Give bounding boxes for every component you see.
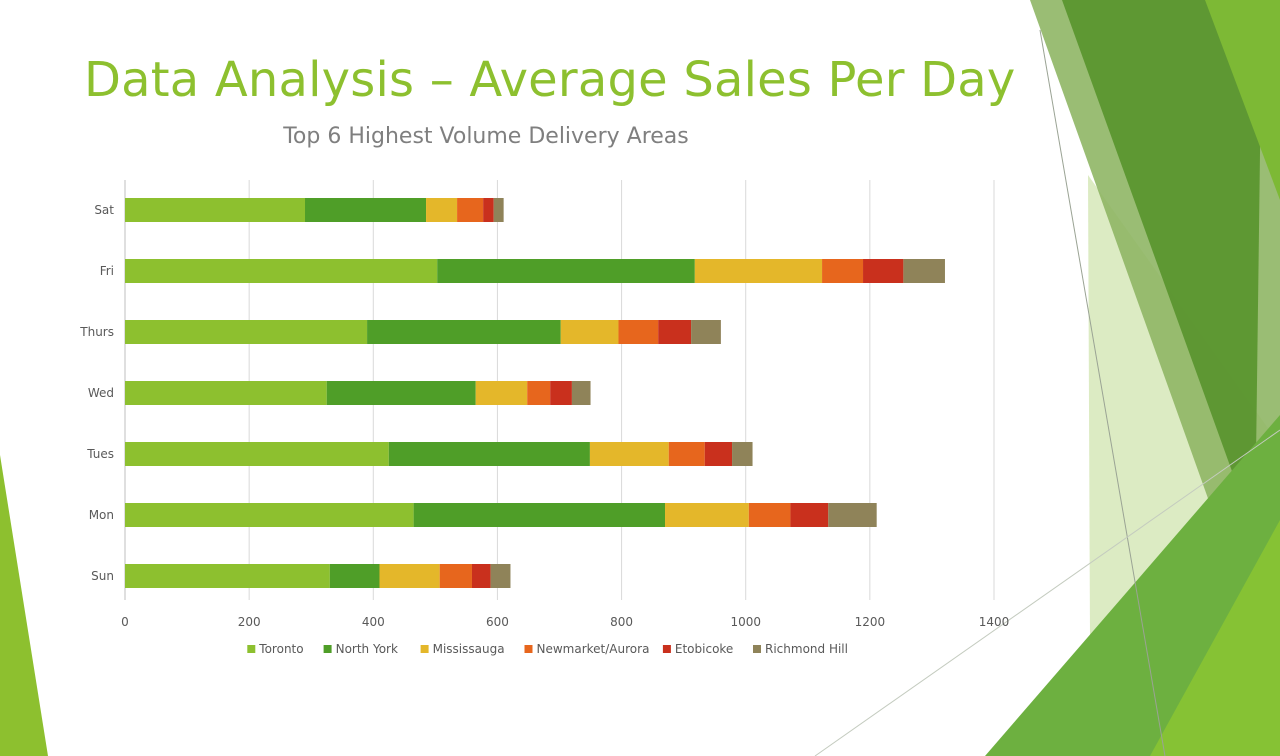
bar-segment-north-york	[388, 442, 590, 466]
legend-item-etobicoke: Etobicoke	[662, 642, 733, 656]
bar-segment-etobicoke	[471, 564, 491, 588]
bar-segment-mississauga	[560, 320, 619, 344]
bar-segment-richmond-hill	[493, 198, 504, 222]
bar-segment-mississauga	[665, 503, 749, 527]
bar-segment-newmarket-aurora	[527, 381, 551, 405]
bar-segment-north-york	[437, 259, 695, 283]
legend-swatch	[753, 645, 761, 653]
bars	[125, 198, 945, 588]
bar-segment-etobicoke	[863, 259, 904, 283]
bar-segment-toronto	[125, 564, 330, 588]
bar-segment-toronto	[125, 442, 389, 466]
bar-segment-etobicoke	[704, 442, 733, 466]
category-labels: Sat Fri Thurs Wed Tues Mon Sun	[79, 203, 114, 583]
bar-segment-toronto	[125, 198, 306, 222]
legend-label: Mississauga	[433, 642, 505, 656]
legend-item-toronto: Toronto	[247, 642, 304, 656]
bar-segment-toronto	[125, 320, 368, 344]
bar-segment-richmond-hill	[490, 564, 511, 588]
bar-segment-north-york	[329, 564, 380, 588]
category-label: Mon	[89, 508, 114, 522]
legend-swatch	[420, 645, 429, 653]
bar-segment-etobicoke	[483, 198, 494, 222]
bar-segment-mississauga	[589, 442, 669, 466]
legend: Toronto North York Mississauga Newmarket/Au…	[247, 642, 848, 656]
legend-label: Etobicoke	[675, 642, 733, 656]
bar-segment-newmarket-aurora	[618, 320, 659, 344]
bar-segment-north-york	[413, 503, 666, 527]
category-label: Sun	[91, 569, 114, 583]
x-tick-label: 400	[362, 615, 385, 629]
x-tick-label: 600	[486, 615, 509, 629]
x-tick-label: 1200	[855, 615, 886, 629]
bar-segment-newmarket-aurora	[439, 564, 472, 588]
bar-segment-richmond-hill	[691, 320, 721, 344]
legend-label: Richmond Hill	[765, 642, 848, 656]
bar-segment-north-york	[326, 381, 476, 405]
legend-label: North York	[336, 642, 398, 656]
legend-item-north-york: North York	[323, 642, 398, 656]
bar-segment-mississauga	[694, 259, 823, 283]
x-tick-label: 0	[121, 615, 129, 629]
bar-segment-toronto	[125, 259, 438, 283]
bar-segment-richmond-hill	[571, 381, 591, 405]
category-label: Sat	[94, 203, 114, 217]
x-tick-label: 200	[238, 615, 261, 629]
bar-segment-toronto	[125, 503, 414, 527]
bar-segment-etobicoke	[658, 320, 692, 344]
legend-swatch	[662, 645, 671, 653]
chart-title: Top 6 Highest Volume Delivery Areas	[282, 124, 689, 149]
bar-segment-richmond-hill	[732, 442, 753, 466]
legend-swatch	[524, 645, 533, 653]
category-label: Wed	[88, 386, 114, 400]
x-tick-label: 1400	[979, 615, 1010, 629]
category-label: Tues	[86, 447, 114, 461]
bar-segment-mississauga	[379, 564, 440, 588]
legend-label: Toronto	[258, 642, 303, 656]
bar-segment-newmarket-aurora	[668, 442, 705, 466]
bar-segment-north-york	[305, 198, 427, 222]
bar-segment-newmarket-aurora	[457, 198, 484, 222]
x-tick-label: 800	[610, 615, 633, 629]
legend-swatch	[247, 645, 256, 653]
slide-title: Data Analysis – Average Sales Per Day	[84, 52, 1016, 108]
bar-segment-richmond-hill	[903, 259, 945, 283]
bar-segment-toronto	[125, 381, 327, 405]
bar-segment-mississauga	[426, 198, 458, 222]
legend-swatch	[323, 645, 332, 653]
category-label: Fri	[100, 264, 114, 278]
bar-segment-etobicoke	[550, 381, 572, 405]
x-tick-label: 1000	[730, 615, 761, 629]
legend-label: Newmarket/Aurora	[537, 642, 650, 656]
x-axis-tick-labels: 0 200 400 600 800 1000 1200 1400	[121, 615, 1009, 629]
legend-item-newmarket-aurora: Newmarket/Aurora	[524, 642, 650, 656]
bar-segment-richmond-hill	[828, 503, 877, 527]
bar-segment-north-york	[367, 320, 561, 344]
legend-item-richmond-hill: Richmond Hill	[753, 642, 848, 656]
legend-item-mississauga: Mississauga	[420, 642, 505, 656]
category-label: Thurs	[79, 325, 114, 339]
bar-segment-newmarket-aurora	[822, 259, 864, 283]
bar-segment-etobicoke	[790, 503, 829, 527]
bar-segment-mississauga	[475, 381, 528, 405]
bar-segment-newmarket-aurora	[748, 503, 791, 527]
